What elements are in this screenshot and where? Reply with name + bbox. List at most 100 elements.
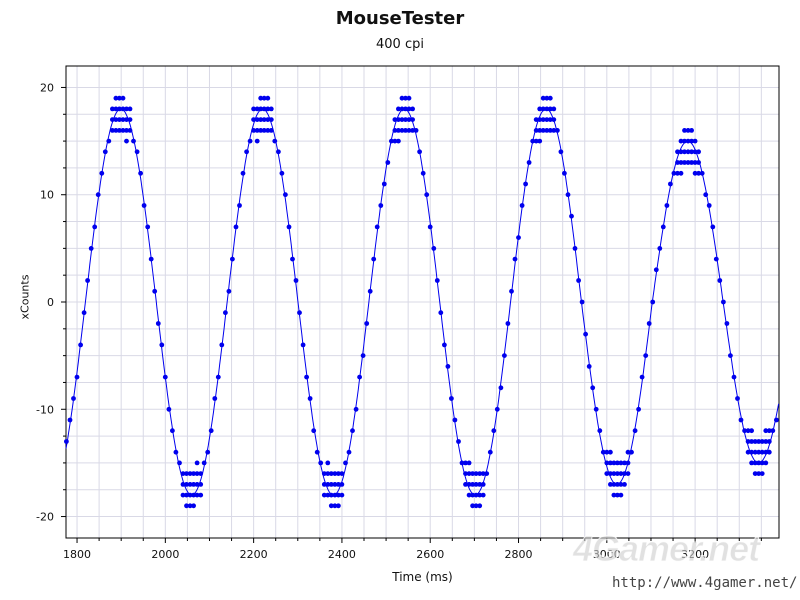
data-point [477, 492, 483, 498]
data-point [699, 170, 705, 176]
data-point [463, 482, 468, 487]
data-point [346, 449, 352, 455]
data-point [572, 246, 578, 251]
data-point [562, 170, 567, 176]
data-point [558, 149, 564, 155]
data-point [547, 127, 553, 133]
data-point [608, 471, 613, 476]
data-point [540, 106, 546, 112]
x-tick-label: 3000 [593, 548, 621, 561]
data-point [187, 492, 193, 498]
data-point [713, 256, 719, 262]
data-point [371, 256, 377, 262]
data-point [321, 492, 327, 498]
data-point [689, 149, 694, 155]
data-point [752, 439, 758, 444]
data-point [466, 471, 472, 476]
data-point [530, 138, 536, 144]
data-point [332, 471, 338, 476]
data-point [325, 471, 331, 476]
data-point [653, 267, 659, 273]
data-point [678, 149, 684, 155]
data-point [247, 138, 253, 144]
data-point [261, 106, 267, 112]
data-point [230, 256, 235, 262]
data-point [509, 288, 514, 294]
data-point [519, 203, 525, 208]
data-point [756, 439, 762, 444]
data-point [717, 278, 723, 283]
data-point [477, 503, 483, 509]
data-point [233, 224, 239, 230]
data-point [244, 149, 250, 155]
data-point [579, 299, 585, 305]
data-point [615, 492, 620, 498]
data-point [117, 95, 122, 101]
x-tick-label: 2200 [240, 548, 268, 561]
data-point [682, 127, 687, 133]
data-point [565, 192, 571, 198]
data-point [194, 471, 200, 476]
y-tick-label: -20 [36, 511, 54, 524]
data-point [470, 503, 475, 509]
data-point [537, 138, 543, 144]
y-axis-label: xCounts [18, 274, 32, 320]
data-point [378, 203, 384, 208]
data-point [569, 213, 574, 219]
data-point [463, 460, 468, 466]
data-point [749, 449, 754, 455]
x-tick-label: 3200 [681, 548, 709, 561]
data-point [618, 492, 624, 498]
data-point [618, 471, 624, 476]
data-point [505, 321, 511, 326]
data-point [689, 127, 694, 133]
data-point [198, 482, 204, 487]
data-point [124, 138, 129, 144]
data-point [756, 471, 762, 476]
data-point [763, 460, 769, 466]
data-point [357, 374, 362, 380]
data-point [314, 449, 320, 455]
data-point [392, 138, 398, 144]
data-point [180, 492, 186, 498]
data-point [283, 192, 288, 198]
data-point [537, 106, 543, 112]
y-tick-label: 20 [40, 81, 54, 94]
data-point [159, 342, 165, 348]
data-point [276, 149, 281, 155]
data-point [403, 117, 408, 122]
data-point [191, 471, 197, 476]
data-point [533, 127, 539, 133]
data-point [254, 127, 260, 133]
data-point [187, 503, 193, 509]
data-point [442, 342, 447, 348]
x-tick-label: 2800 [505, 548, 533, 561]
data-point [321, 482, 327, 487]
data-point [131, 138, 136, 144]
data-point [180, 482, 186, 487]
data-point [696, 149, 701, 155]
data-point [449, 396, 454, 401]
data-point [223, 310, 228, 316]
x-tick-label: 2600 [416, 548, 444, 561]
data-point [194, 482, 200, 487]
data-point [99, 170, 105, 176]
data-point [692, 138, 698, 144]
data-point [343, 460, 348, 466]
data-point [752, 460, 758, 466]
data-point [498, 385, 504, 391]
data-point [544, 127, 550, 133]
data-point [724, 321, 730, 326]
data-point [64, 439, 69, 444]
data-point [237, 203, 242, 208]
data-point [367, 288, 373, 294]
data-point [95, 192, 101, 198]
data-point [487, 449, 493, 455]
data-point [328, 482, 334, 487]
data-point [71, 396, 76, 401]
data-point [265, 95, 271, 101]
data-point [618, 482, 624, 487]
data-point [696, 160, 701, 165]
data-point [127, 106, 133, 112]
data-point [120, 95, 126, 101]
